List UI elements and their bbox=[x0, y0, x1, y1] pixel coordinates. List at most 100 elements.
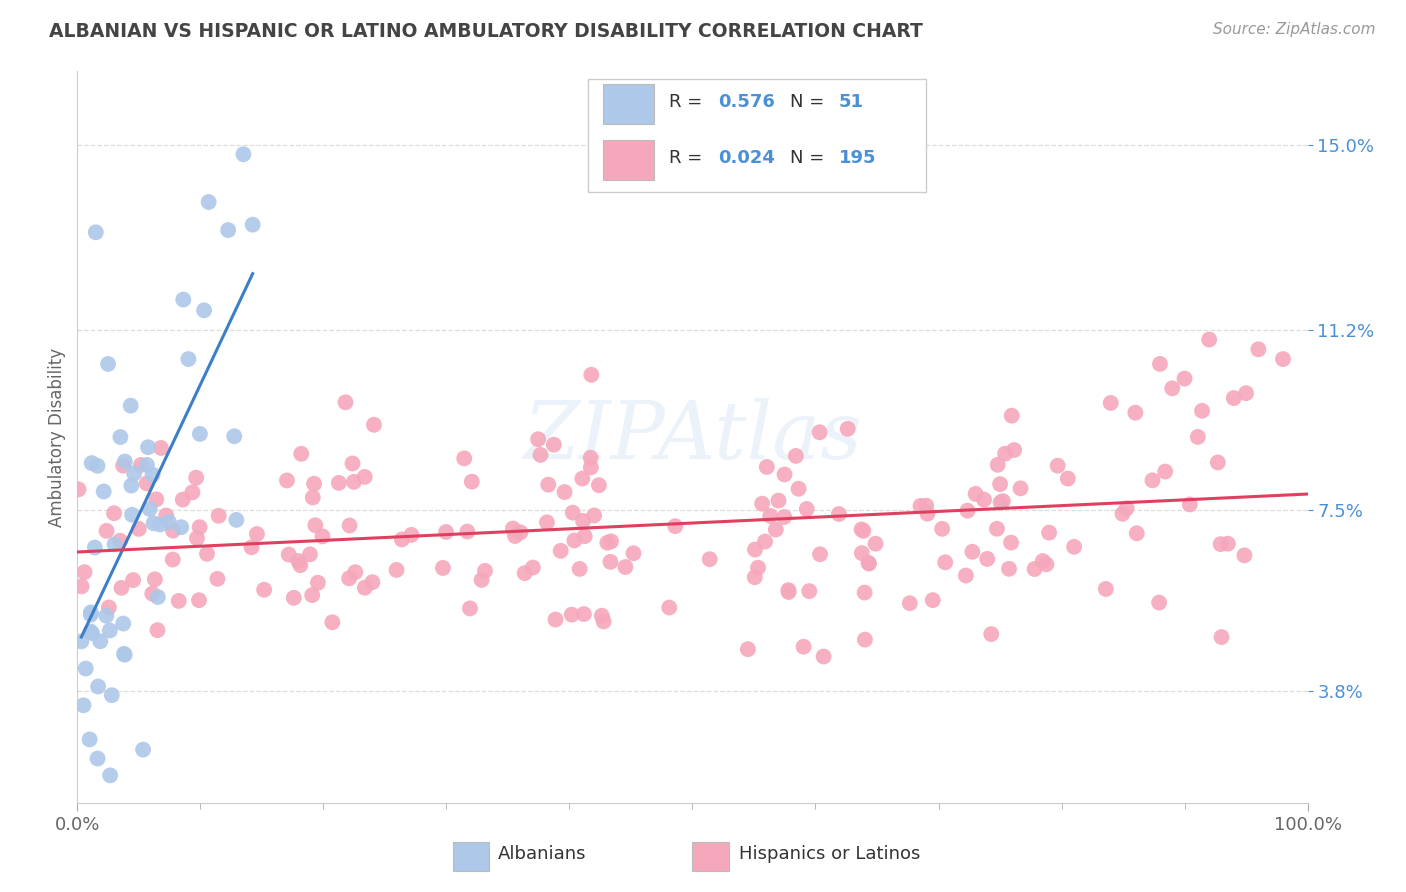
Point bbox=[536, 516, 558, 530]
Point bbox=[550, 544, 572, 558]
Point bbox=[301, 588, 323, 602]
Point bbox=[1111, 507, 1133, 521]
Point bbox=[554, 485, 576, 500]
Point bbox=[142, 516, 165, 531]
Point bbox=[246, 527, 269, 541]
Point bbox=[962, 545, 984, 559]
Text: Hispanics or Latinos: Hispanics or Latinos bbox=[740, 845, 921, 863]
Point bbox=[177, 352, 200, 367]
Point bbox=[858, 556, 880, 570]
Point bbox=[592, 615, 614, 629]
Point bbox=[242, 218, 264, 232]
Point bbox=[195, 547, 218, 561]
Point bbox=[97, 600, 120, 615]
Point bbox=[994, 447, 1017, 461]
Point bbox=[98, 768, 121, 782]
Point bbox=[474, 564, 496, 578]
Point bbox=[110, 430, 132, 444]
Text: R =: R = bbox=[669, 150, 709, 168]
Point bbox=[1024, 562, 1046, 576]
Point bbox=[155, 508, 177, 523]
Point bbox=[579, 460, 602, 475]
Point bbox=[75, 661, 97, 675]
Point bbox=[858, 557, 880, 571]
FancyBboxPatch shape bbox=[453, 841, 489, 871]
Point bbox=[353, 470, 375, 484]
Point bbox=[853, 585, 876, 599]
Point bbox=[852, 524, 875, 538]
Point bbox=[522, 560, 544, 574]
Point bbox=[186, 471, 208, 485]
Point bbox=[623, 546, 645, 560]
Text: Source: ZipAtlas.com: Source: ZipAtlas.com bbox=[1212, 22, 1375, 37]
Point bbox=[910, 499, 932, 513]
Point bbox=[754, 534, 776, 549]
Point bbox=[759, 508, 782, 523]
Point bbox=[1211, 630, 1233, 644]
Point bbox=[79, 732, 101, 747]
Point bbox=[853, 632, 876, 647]
Point bbox=[353, 581, 375, 595]
Point bbox=[561, 607, 583, 622]
Point bbox=[145, 492, 167, 507]
Point bbox=[664, 519, 686, 533]
Point bbox=[67, 483, 90, 497]
Point bbox=[335, 395, 357, 409]
Point bbox=[917, 507, 939, 521]
Point bbox=[973, 492, 995, 507]
Point bbox=[361, 575, 384, 590]
Point bbox=[87, 680, 110, 694]
Point bbox=[1125, 406, 1147, 420]
Point bbox=[290, 558, 312, 573]
Point bbox=[1147, 596, 1170, 610]
Point bbox=[146, 590, 169, 604]
Point bbox=[70, 634, 93, 648]
Point bbox=[122, 467, 145, 481]
Point bbox=[1206, 455, 1229, 469]
Point bbox=[998, 562, 1021, 576]
Point bbox=[614, 560, 637, 574]
Y-axis label: Ambulatory Disability: Ambulatory Disability bbox=[48, 348, 66, 526]
Point bbox=[108, 533, 131, 548]
Point bbox=[529, 448, 551, 462]
Point bbox=[527, 432, 550, 446]
Point bbox=[543, 438, 565, 452]
Point bbox=[328, 475, 350, 490]
Point bbox=[1099, 396, 1122, 410]
Point bbox=[773, 467, 796, 482]
Point bbox=[70, 579, 93, 593]
Point bbox=[837, 422, 859, 436]
Point bbox=[988, 477, 1011, 491]
Point bbox=[385, 563, 408, 577]
Point bbox=[93, 484, 115, 499]
Point bbox=[1187, 430, 1209, 444]
Point bbox=[987, 458, 1010, 472]
Point bbox=[747, 560, 769, 574]
Point bbox=[986, 522, 1008, 536]
Point bbox=[574, 529, 596, 543]
Text: 51: 51 bbox=[839, 93, 863, 111]
Text: Albanians: Albanians bbox=[498, 845, 586, 863]
Point bbox=[737, 642, 759, 657]
Point bbox=[391, 533, 413, 547]
Point bbox=[339, 518, 361, 533]
Point bbox=[1272, 352, 1295, 367]
Point bbox=[1125, 526, 1147, 541]
Point bbox=[596, 535, 619, 549]
FancyBboxPatch shape bbox=[693, 841, 730, 871]
Point bbox=[699, 552, 721, 566]
Point bbox=[103, 537, 125, 551]
Point bbox=[579, 450, 602, 465]
Point bbox=[537, 477, 560, 491]
Text: ZIPAtlas: ZIPAtlas bbox=[523, 399, 862, 475]
Point bbox=[146, 623, 169, 637]
Point bbox=[956, 503, 979, 517]
Point bbox=[571, 471, 593, 485]
Point bbox=[343, 475, 366, 489]
Point bbox=[120, 399, 142, 413]
Point bbox=[434, 524, 457, 539]
Point bbox=[142, 467, 165, 482]
Point bbox=[461, 475, 484, 489]
Point bbox=[1149, 357, 1171, 371]
Point bbox=[86, 751, 108, 765]
